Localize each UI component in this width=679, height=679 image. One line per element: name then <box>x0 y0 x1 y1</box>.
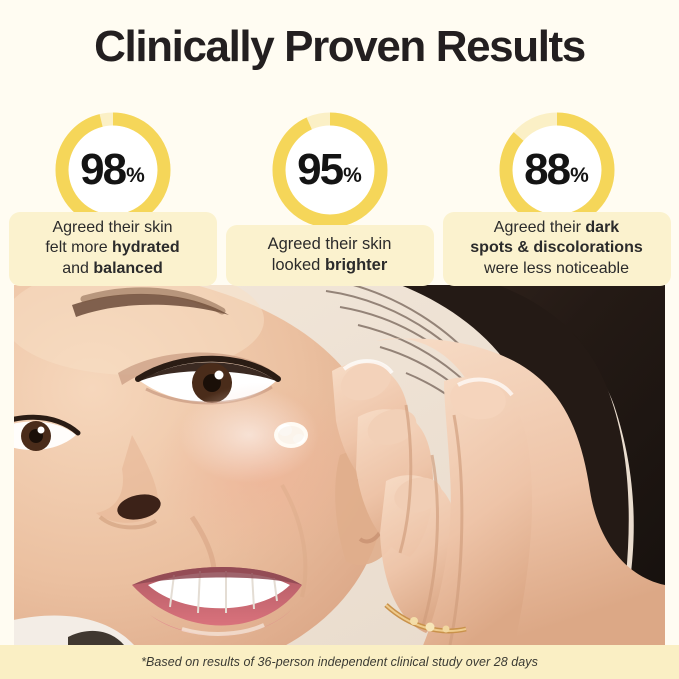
stat-caption-hydrated: Agreed their skin felt more hydrated and… <box>8 211 217 286</box>
caption-line-3-plain: were less noticeable <box>484 259 629 277</box>
percent-symbol: % <box>126 163 145 187</box>
stat-card-brighter: 95 % Agreed their skin looked brighter <box>225 106 434 286</box>
percent-symbol: % <box>570 163 589 187</box>
caption-line-3-bold: balanced <box>93 259 163 277</box>
stat-card-dark-spots: 88 % Agreed their dark spots & discolora… <box>442 106 671 286</box>
caption-line-1: Agreed their skin <box>267 234 392 253</box>
stat-number: 95 <box>297 145 344 194</box>
page-title: Clinically Proven Results <box>94 22 586 71</box>
stats-row: 98 % Agreed their skin felt more hydrate… <box>0 106 679 286</box>
donut-chart-98: 98 % <box>51 108 175 232</box>
model-photo <box>14 285 665 645</box>
stat-number: 98 <box>80 145 127 194</box>
stat-card-hydrated: 98 % Agreed their skin felt more hydrate… <box>8 106 217 286</box>
donut-value-95: 95 % <box>268 108 392 232</box>
caption-line-2-bold: spots & discolorations <box>470 239 643 257</box>
stat-caption-dark-spots: Agreed their dark spots & discolorations… <box>442 211 671 286</box>
donut-value-88: 88 % <box>495 108 619 232</box>
donut-value-98: 98 % <box>51 108 175 232</box>
donut-chart-95: 95 % <box>268 108 392 232</box>
caption-line-1-plain: Agreed their <box>493 218 586 236</box>
caption-line-2-bold: brighter <box>324 255 388 274</box>
disclaimer-text: *Based on results of 36-person independe… <box>141 655 538 669</box>
stat-number: 88 <box>524 145 571 194</box>
stat-caption-brighter: Agreed their skin looked brighter <box>225 224 434 286</box>
caption-line-2-plain: looked <box>271 255 325 274</box>
caption-line-3-plain: and <box>62 259 94 277</box>
percent-symbol: % <box>343 163 362 187</box>
footer-band: *Based on results of 36-person independe… <box>0 645 679 679</box>
caption-line-1: Agreed their skin <box>52 218 173 236</box>
caption-line-1-bold: dark <box>585 218 620 236</box>
caption-line-2-plain: felt more <box>45 239 113 257</box>
caption-line-2-bold: hydrated <box>112 239 180 257</box>
